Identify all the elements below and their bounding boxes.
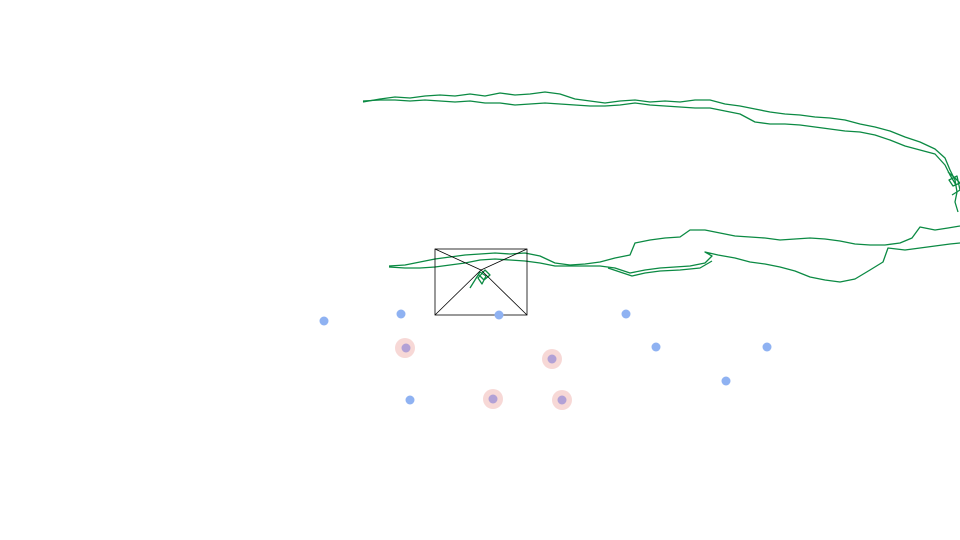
landmark-point-highlighted[interactable] [401, 343, 411, 353]
landmarks [319, 309, 772, 410]
trajectory-cluster-near-camera [469, 269, 491, 289]
camera-frustum[interactable] [434, 248, 528, 316]
landmark-point[interactable] [494, 310, 504, 320]
landmark-point[interactable] [621, 309, 631, 319]
landmark-point[interactable] [319, 316, 329, 326]
landmark-point-highlighted[interactable] [547, 354, 557, 364]
frustum-edge-top-left [434, 248, 482, 271]
landmark-point-highlighted[interactable] [557, 395, 567, 405]
landmark-point-highlighted[interactable] [488, 394, 498, 404]
trajectory-upper-return [362, 99, 957, 186]
frustum-edge-bottom-right [480, 269, 528, 316]
landmark-point[interactable] [651, 342, 661, 352]
trajectory-branch-lower [607, 260, 713, 277]
landmark-point[interactable] [721, 376, 731, 386]
frustum-edge-top-right [480, 248, 528, 271]
frustum-edge-bottom-left [434, 269, 482, 316]
trajectory-middle-return [388, 242, 960, 283]
camera-trajectory [362, 91, 960, 289]
frustum-image-plane [434, 248, 528, 316]
landmark-point[interactable] [405, 395, 415, 405]
landmark-point[interactable] [762, 342, 772, 352]
landmark-point[interactable] [396, 309, 406, 319]
trajectory-middle-outbound [388, 225, 960, 267]
trajectory-upper-outbound [362, 91, 959, 213]
